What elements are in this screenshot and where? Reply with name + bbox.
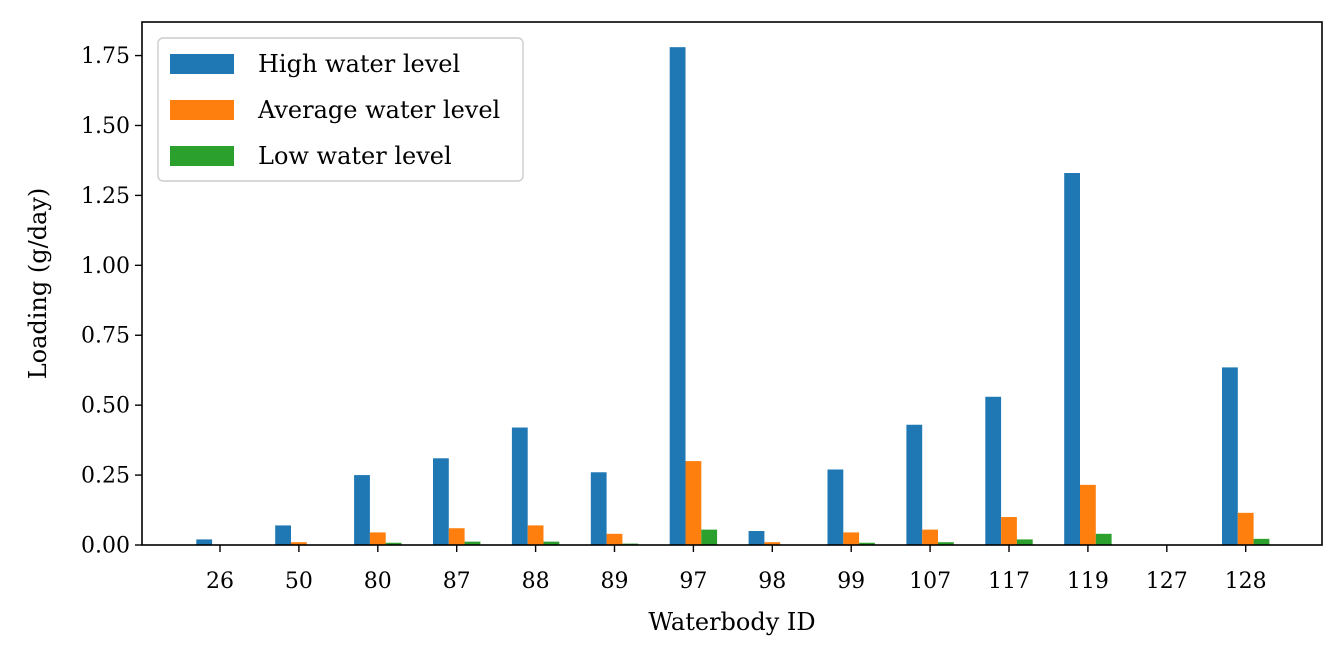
bar-80-series-2: [369, 532, 386, 545]
x-tick-label: 119: [1067, 569, 1109, 594]
bar-119-series-3: [1095, 533, 1112, 545]
bar-119-series-1: [1064, 173, 1080, 545]
bar-80-series-1: [354, 475, 370, 545]
bar-99-series-2: [843, 532, 860, 545]
x-tick-label: 50: [285, 569, 313, 594]
x-tick-label: 127: [1146, 569, 1188, 594]
y-axis-label: Loading (g/day): [24, 188, 52, 380]
y-tick-label: 1.75: [81, 44, 130, 69]
bar-50-series-2: [291, 542, 307, 545]
legend-swatch: [170, 100, 234, 120]
bar-89-series-2: [606, 533, 623, 545]
bar-107-series-3: [938, 542, 954, 545]
bar-98-series-2: [764, 542, 781, 545]
x-tick-label: 98: [758, 569, 786, 594]
bar-87-series-3: [464, 541, 481, 545]
y-tick-label: 0.25: [81, 464, 130, 489]
y-tick-label: 1.50: [81, 114, 130, 139]
x-tick-label: 128: [1225, 569, 1267, 594]
bar-117-series-1: [985, 396, 1002, 545]
y-tick-label: 0.75: [81, 324, 130, 349]
bar-117-series-2: [1001, 517, 1017, 545]
x-tick-label: 88: [522, 569, 550, 594]
bar-99-series-1: [827, 469, 844, 545]
bar-97-series-2: [685, 461, 702, 545]
x-tick-label: 26: [206, 569, 234, 594]
bar-128-series-3: [1253, 538, 1270, 545]
bar-119-series-2: [1080, 484, 1096, 545]
bar-88-series-2: [527, 525, 544, 545]
legend-label: Low water level: [258, 142, 452, 170]
legend-swatch: [170, 146, 234, 166]
bars-group: [196, 47, 1270, 546]
bar-50-series-1: [275, 525, 291, 545]
y-tick-label: 0.50: [81, 394, 130, 419]
bar-107-series-2: [922, 529, 938, 545]
y-axis: 0.00 0.25 0.50 0.75 1.00 1.25 1.50 1.75: [81, 44, 142, 559]
x-tick-label: 99: [837, 569, 865, 594]
bar-99-series-3: [859, 542, 875, 545]
bar-26-series-1: [196, 539, 213, 545]
bar-98-series-1: [748, 531, 765, 545]
bar-97-series-1: [669, 47, 686, 546]
y-tick-label: 1.00: [81, 254, 130, 279]
bar-87-series-2: [448, 528, 465, 545]
bar-88-series-1: [511, 427, 528, 545]
bar-128-series-1: [1222, 367, 1238, 545]
x-axis: 26 50 80 87 88 89 97 98 99 107 117 119 127 128: [206, 545, 1267, 594]
x-tick-label: 117: [988, 569, 1030, 594]
y-tick-label: 1.25: [81, 184, 130, 209]
x-tick-label: 97: [679, 569, 707, 594]
legend-box: [157, 37, 524, 182]
x-tick-label: 89: [601, 569, 629, 594]
x-tick-label: 80: [364, 569, 392, 594]
y-tick-label: 0.00: [81, 534, 130, 559]
x-axis-label: Waterbody ID: [648, 608, 815, 636]
bar-107-series-1: [906, 424, 923, 545]
bar-80-series-3: [385, 542, 402, 545]
bar-89-series-1: [590, 472, 607, 545]
legend-swatch: [170, 54, 234, 74]
bar-128-series-2: [1237, 512, 1254, 545]
legend-label: High water level: [258, 50, 460, 78]
plot-frame: [141, 21, 1323, 546]
legend: High water level Average water level Low w…: [157, 37, 524, 182]
x-tick-label: 87: [443, 569, 471, 594]
legend-label: Average water level: [257, 96, 500, 124]
bar-87-series-1: [433, 458, 449, 545]
bar-97-series-3: [701, 529, 718, 545]
bar-117-series-3: [1016, 539, 1033, 545]
x-tick-label: 107: [909, 569, 951, 594]
bar-88-series-3: [543, 541, 560, 545]
